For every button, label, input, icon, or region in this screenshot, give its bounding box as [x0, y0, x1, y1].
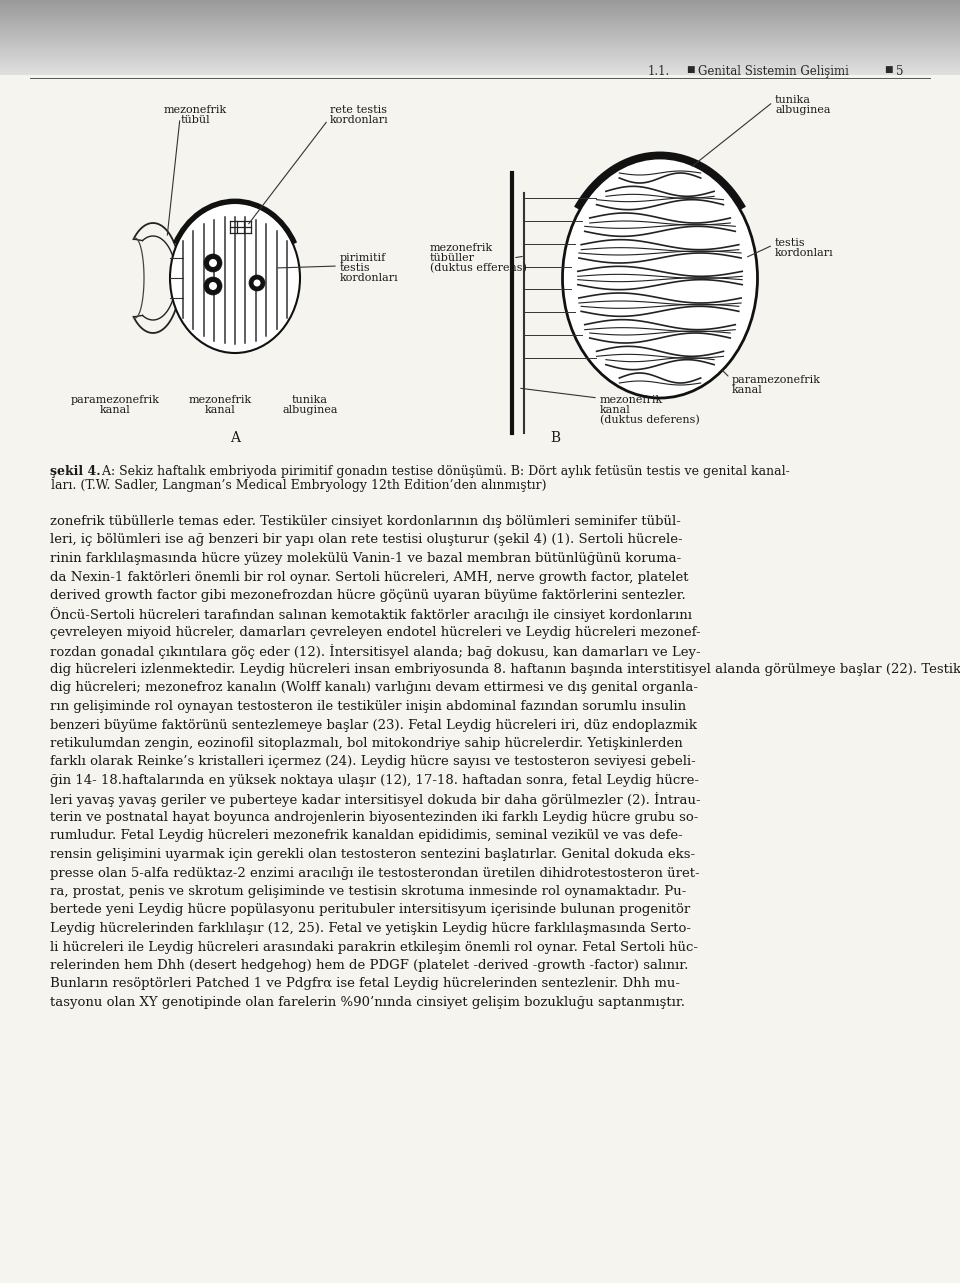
Text: ğin 14- 18.haftalarında en yüksek noktaya ulaşır (12), 17-18. haftadan sonra, fe: ğin 14- 18.haftalarında en yüksek noktay… [50, 774, 699, 786]
Text: A: A [230, 431, 240, 445]
Text: farklı olarak Reinke’s kristalleri içermez (24). Leydig hücre sayısı ve testoste: farklı olarak Reinke’s kristalleri içerm… [50, 756, 696, 769]
Text: da Nexin-1 faktörleri önemli bir rol oynar. Sertoli hücreleri, AMH, nerve growth: da Nexin-1 faktörleri önemli bir rol oyn… [50, 571, 688, 584]
Text: li hücreleri ile Leydig hücreleri arasındaki parakrin etkileşim önemli rol oynar: li hücreleri ile Leydig hücreleri arasın… [50, 940, 698, 953]
Text: mezonefrik: mezonefrik [163, 105, 227, 115]
Text: (duktus deferens): (duktus deferens) [600, 414, 700, 425]
Text: Leydig hücrelerinden farklılaşır (12, 25). Fetal ve yetişkin Leydig hücre farklı: Leydig hücrelerinden farklılaşır (12, 25… [50, 922, 691, 935]
Text: tübüller: tübüller [430, 253, 475, 263]
Text: kanal: kanal [732, 385, 763, 395]
Text: Öncü-Sertoli hücreleri tarafından salınan kemotaktik faktörler aracılığı ile cin: Öncü-Sertoli hücreleri tarafından salına… [50, 607, 692, 622]
Text: testis: testis [775, 239, 805, 248]
Text: kordonları: kordonları [775, 248, 833, 258]
Text: leri, iç bölümleri ise ağ benzeri bir yapı olan rete testisi oluşturur (şekil 4): leri, iç bölümleri ise ağ benzeri bir ya… [50, 534, 683, 547]
Text: Bunların resöptörleri Patched 1 ve Pdgfrα ise fetal Leydig hücrelerinden sentezl: Bunların resöptörleri Patched 1 ve Pdgfr… [50, 978, 680, 990]
Text: zonefrik tübüllerle temas eder. Testiküler cinsiyet kordonlarının dış bölümleri : zonefrik tübüllerle temas eder. Testikül… [50, 514, 681, 529]
Text: retikulumdan zengin, eozinofil sitoplazmalı, bol mitokondriye sahip hücrelerdir.: retikulumdan zengin, eozinofil sitoplazm… [50, 736, 683, 751]
Text: kordonları: kordonları [330, 115, 389, 124]
Text: testis: testis [340, 263, 371, 273]
Text: tübül: tübül [180, 115, 210, 124]
Circle shape [204, 277, 222, 295]
Text: Genital Sistemin Gelişimi: Genital Sistemin Gelişimi [698, 65, 849, 78]
Text: mezonefrik: mezonefrik [430, 242, 493, 253]
Text: mezonefrik: mezonefrik [188, 395, 252, 405]
Text: terin ve postnatal hayat boyunca androjenlerin biyosentezinden iki farklı Leydig: terin ve postnatal hayat boyunca androje… [50, 811, 698, 824]
Text: A: Sekiz haftalık embriyoda pirimitif gonadın testise dönüşümü. B: Dört aylık fe: A: Sekiz haftalık embriyoda pirimitif go… [98, 464, 790, 479]
Text: tasyonu olan XY genotipinde olan farelerin %90’nında cinsiyet gelişim bozukluğu : tasyonu olan XY genotipinde olan fareler… [50, 996, 685, 1008]
Text: rinin farklılaşmasında hücre yüzey molekülü Vanin-1 ve bazal membran bütünlüğünü: rinin farklılaşmasında hücre yüzey molek… [50, 552, 682, 565]
Text: şekil 4.: şekil 4. [50, 464, 101, 479]
Text: kanal: kanal [600, 405, 631, 414]
Ellipse shape [563, 158, 757, 398]
Circle shape [253, 280, 260, 286]
Text: 5: 5 [896, 65, 903, 78]
Text: bertede yeni Leydig hücre popülasyonu peritubuler intersitisyum içerisinde bulun: bertede yeni Leydig hücre popülasyonu pe… [50, 903, 690, 916]
Text: ra, prostat, penis ve skrotum gelişiminde ve testisin skrotuma inmesinde rol oyn: ra, prostat, penis ve skrotum gelişimind… [50, 885, 686, 898]
Circle shape [209, 282, 217, 290]
Text: rumludur. Fetal Leydig hücreleri mezonefrik kanaldan epididimis, seminal vezikül: rumludur. Fetal Leydig hücreleri mezonef… [50, 830, 683, 843]
Text: ■: ■ [884, 65, 893, 74]
Text: leri yavaş yavaş geriler ve puberteye kadar intersitisyel dokuda bir daha görülm: leri yavaş yavaş geriler ve puberteye ka… [50, 793, 701, 807]
Text: paramezonefrik: paramezonefrik [732, 375, 821, 385]
Text: rete testis: rete testis [330, 105, 387, 115]
Text: derived growth factor gibi mezonefrozdan hücre göçünü uyaran büyüme faktörlerini: derived growth factor gibi mezonefrozdan… [50, 589, 685, 602]
Text: tunika: tunika [775, 95, 811, 105]
Text: presse olan 5-alfa redüktaz-2 enzimi aracılığı ile testosterondan üretilen dihid: presse olan 5-alfa redüktaz-2 enzimi ara… [50, 866, 700, 880]
Text: tunika: tunika [292, 395, 328, 405]
Text: rın gelişiminde rol oynayan testosteron ile testiküler inişin abdominal fazından: rın gelişiminde rol oynayan testosteron … [50, 701, 686, 713]
Circle shape [204, 254, 222, 272]
Text: B: B [550, 431, 560, 445]
Text: albuginea: albuginea [282, 405, 338, 414]
Circle shape [249, 275, 265, 291]
Text: paramezonefrik: paramezonefrik [70, 395, 159, 405]
Text: kanal: kanal [204, 405, 235, 414]
Text: kordonları: kordonları [340, 273, 398, 284]
Text: dig hücreleri izlenmektedir. Leydig hücreleri insan embriyosunda 8. haftanın baş: dig hücreleri izlenmektedir. Leydig hücr… [50, 663, 960, 676]
Text: benzeri büyüme faktörünü sentezlemeye başlar (23). Fetal Leydig hücreleri iri, d: benzeri büyüme faktörünü sentezlemeye ba… [50, 718, 697, 731]
Text: albuginea: albuginea [775, 105, 830, 115]
Text: (duktus efferens): (duktus efferens) [430, 263, 527, 273]
Circle shape [209, 259, 217, 267]
Text: relerinden hem Dhh (desert hedgehog) hem de PDGF (platelet -derived -growth -fac: relerinden hem Dhh (desert hedgehog) hem… [50, 958, 688, 973]
Text: rozdan gonadal çıkıntılara göç eder (12). İntersitisyel alanda; bağ dokusu, kan : rozdan gonadal çıkıntılara göç eder (12)… [50, 644, 701, 659]
Text: pirimitif: pirimitif [340, 253, 386, 263]
Ellipse shape [170, 203, 300, 353]
Text: ■: ■ [686, 65, 694, 74]
Text: çevreleyen miyoid hücreler, damarları çevreleyen endotel hücreleri ve Leydig hüc: çevreleyen miyoid hücreler, damarları çe… [50, 626, 701, 639]
Text: mezonefrik: mezonefrik [600, 395, 663, 405]
Text: kanal: kanal [100, 405, 131, 414]
Text: dig hücreleri; mezonefroz kanalın (Wolff kanalı) varlığını devam ettirmesi ve dı: dig hücreleri; mezonefroz kanalın (Wolff… [50, 681, 698, 694]
Text: rensin gelişimini uyarmak için gerekli olan testosteron sentezini başlatırlar. G: rensin gelişimini uyarmak için gerekli o… [50, 848, 695, 861]
Text: 1.1.: 1.1. [648, 65, 670, 78]
Text: ları. (T.W. Sadler, Langman’s Medical Embryology 12th Edition’den alınmıştır): ları. (T.W. Sadler, Langman’s Medical Em… [51, 479, 546, 491]
